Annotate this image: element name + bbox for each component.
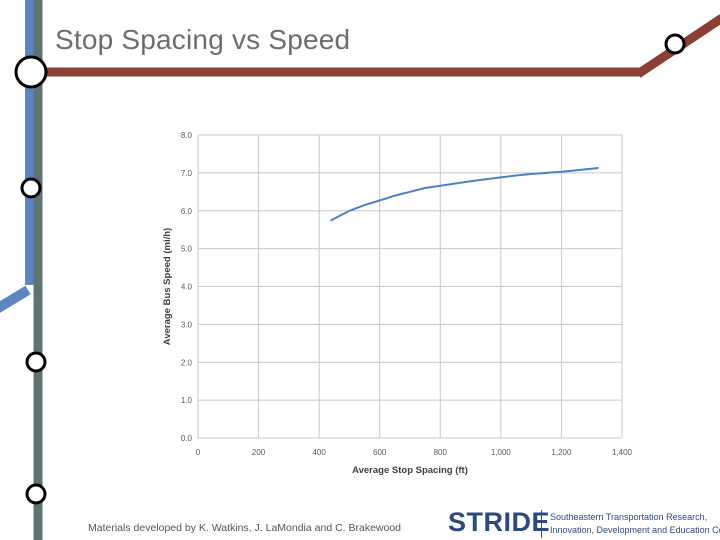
x-tick-label: 600 — [373, 448, 387, 457]
logo-tagline-line: Southeastern Transportation Research, — [550, 512, 708, 522]
x-tick-label: 400 — [312, 448, 326, 457]
x-tick-label: 0 — [196, 448, 201, 457]
stride-logo: STRIDE — [448, 507, 551, 537]
blue-line-branch — [0, 285, 31, 313]
x-tick-label: 1,000 — [491, 448, 512, 457]
series-line — [330, 167, 599, 222]
y-tick-label: 4.0 — [181, 283, 193, 292]
logo-tagline-line: Innovation, Development and Education Ce… — [550, 525, 720, 535]
station-marker-large — [14, 55, 48, 89]
y-tick-label: 8.0 — [181, 131, 193, 140]
y-tick-label: 3.0 — [181, 320, 193, 329]
x-tick-label: 1,200 — [551, 448, 572, 457]
y-tick-label: 5.0 — [181, 245, 193, 254]
station-marker — [20, 177, 42, 199]
y-tick-label: 0.0 — [181, 434, 193, 443]
y-tick-label: 2.0 — [181, 358, 193, 367]
station-marker — [25, 483, 47, 505]
station-marker — [25, 351, 47, 373]
y-axis-label: Average Bus Speed (mi/h) — [162, 228, 173, 345]
x-tick-label: 200 — [252, 448, 266, 457]
x-tick-label: 1,400 — [612, 448, 633, 457]
y-tick-label: 7.0 — [181, 169, 193, 178]
x-tick-label: 800 — [434, 448, 448, 457]
line-chart: 0.0 1.0 2.0 3.0 4.0 5.0 6.0 7.0 8.0 0 200 400 600 800… — [162, 131, 633, 476]
y-tick-label: 6.0 — [181, 207, 193, 216]
y-tick-label: 1.0 — [181, 396, 193, 405]
logo-tagline: Southeastern Transportation Research, In… — [550, 511, 720, 537]
slide-title: Stop Spacing vs Speed — [55, 24, 351, 55]
x-axis-label: Average Stop Spacing (ft) — [352, 465, 468, 476]
logo-divider — [541, 510, 542, 538]
footer-credit: Materials developed by K. Watkins, J. La… — [88, 522, 402, 534]
station-marker — [664, 33, 686, 55]
